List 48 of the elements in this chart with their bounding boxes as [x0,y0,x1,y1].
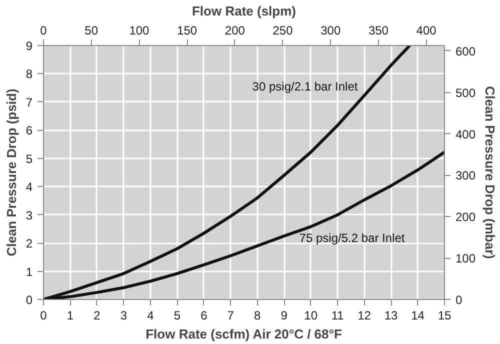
y-tick-label: 2 [26,236,33,251]
y2-tick-label: 500 [456,86,476,100]
x-tick-label: 7 [227,308,234,322]
y2-tick-label: 300 [456,168,476,183]
x-tick-label: 13 [384,308,398,322]
y2-tick-label: 0 [456,293,462,307]
y2-tick-label: 400 [456,127,476,142]
x2-tick-label: 50 [84,24,98,38]
y-tick-label: 5 [26,152,33,166]
x2-tick-label: 400 [416,24,437,38]
x-tick-label: 0 [40,308,48,322]
y2-tick-label: 600 [456,44,476,58]
y2-axis-title: Clean Pressure Drop (mbar) [482,86,498,259]
x-tick-label: 14 [411,308,425,322]
x2-axis-title: Flow Rate (slpm) [192,4,296,18]
x-tick-label: 2 [94,308,101,322]
x2-tick-label: 100 [129,24,150,38]
x-tick-label: 9 [280,308,288,322]
x-tick-label: 15 [438,308,452,322]
x2-tick-label: 200 [224,24,246,38]
series-label: 75 psig/5.2 bar Inlet [299,230,406,245]
y-tick-label: 4 [26,180,33,194]
y2-tick-label: 200 [456,210,476,224]
x-tick-label: 12 [358,308,372,322]
x-axis-title: Flow Rate (scfm) Air 20°C / 68°F [146,326,342,342]
x-tick-label: 10 [304,308,318,322]
x-tick-label: 8 [254,308,262,322]
y-axis-title: Clean Pressure Drop (psid) [4,88,19,256]
y-tick-label: 9 [26,39,33,53]
y-tick-label: 0 [26,293,33,307]
y-tick-label: 1 [26,264,33,279]
x2-tick-label: 300 [320,24,341,38]
x-tick-label: 1 [66,308,74,322]
x2-tick-label: 0 [40,24,48,38]
x2-tick-label: 250 [272,24,294,38]
x-tick-label: 6 [200,308,208,322]
y-tick-label: 8 [26,67,33,82]
x2-tick-label: 150 [177,24,198,38]
x-tick-label: 3 [120,308,128,322]
x-tick-label: 4 [147,308,154,322]
x2-tick-label: 350 [368,24,389,38]
y-tick-label: 7 [26,95,33,110]
y2-tick-label: 100 [456,252,476,266]
x-tick-label: 5 [174,308,181,322]
y-tick-label: 6 [26,124,33,138]
y-tick-label: 3 [26,208,33,222]
x-tick-label: 11 [331,308,344,322]
series-label: 30 psig/2.1 bar Inlet [252,79,358,94]
